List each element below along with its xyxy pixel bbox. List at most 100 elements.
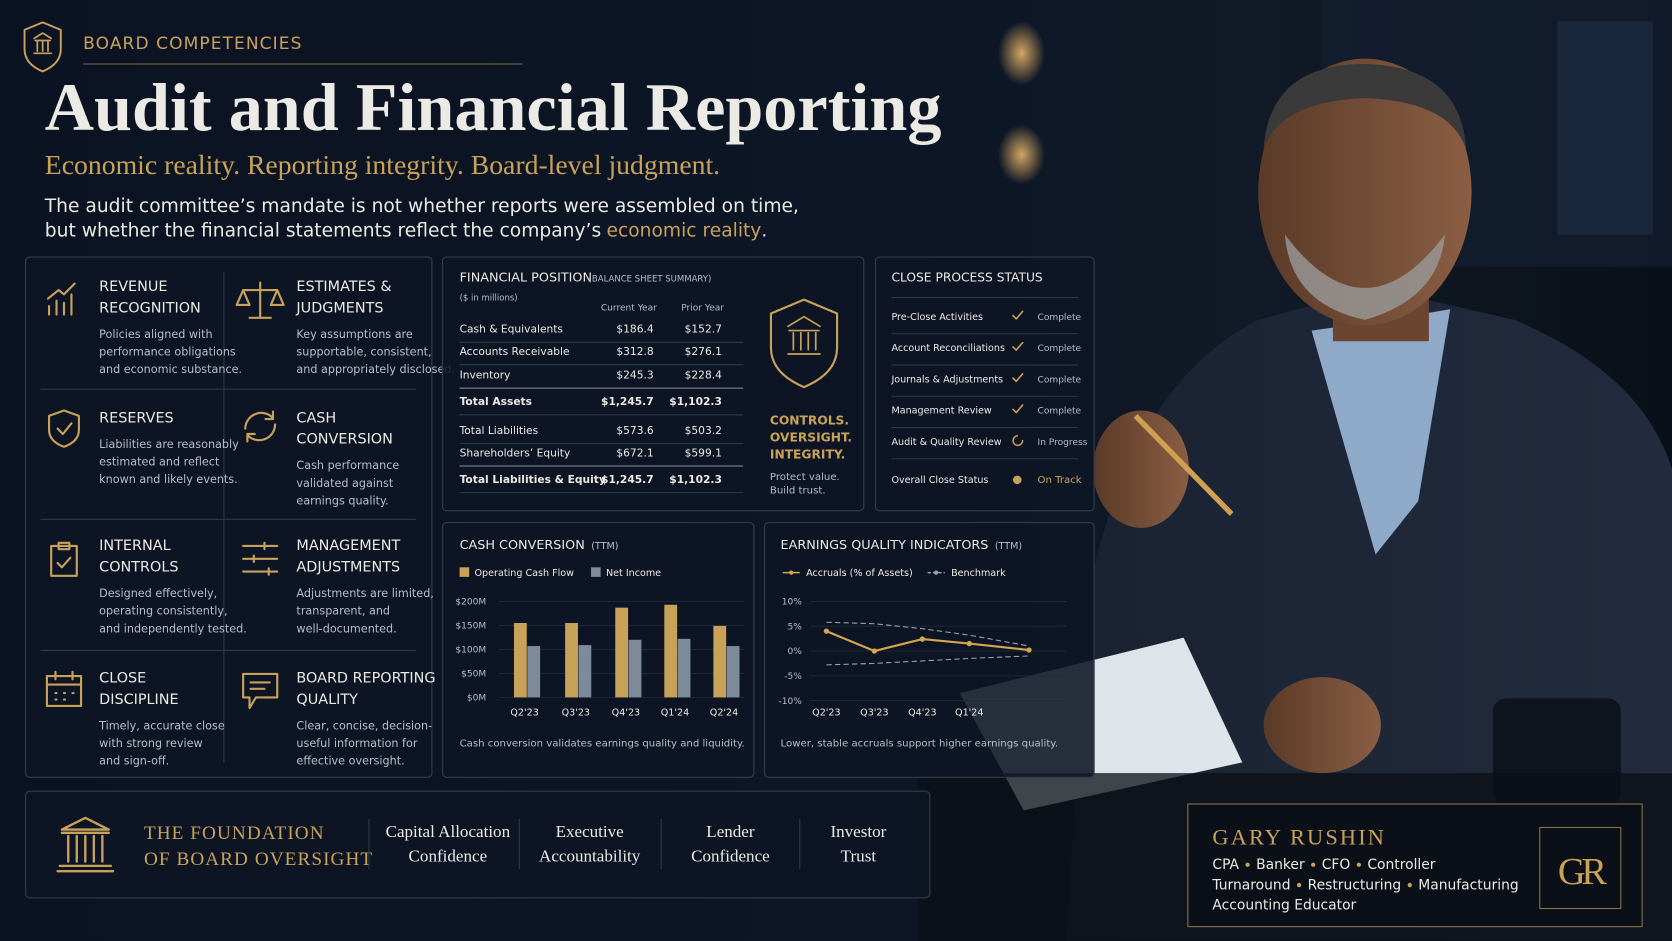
y-tick-label: $100M <box>455 646 486 656</box>
competency-text: estimated and reflect <box>99 455 220 468</box>
competency-text: Adjustments are limited, <box>296 587 433 600</box>
row-value: $186.4 <box>616 323 654 336</box>
foundation-item: Lender <box>706 822 755 841</box>
bullet <box>1356 862 1361 867</box>
progress-icon <box>1012 435 1024 447</box>
subtitle: Economic reality. Reporting integrity. B… <box>45 149 720 180</box>
column-header: Current Year <box>601 303 657 313</box>
intro-text: but whether the financial statements ref… <box>45 221 601 242</box>
y-tick-label: $150M <box>455 622 486 632</box>
financial-position-panel <box>441 256 865 512</box>
monogram-box <box>1539 826 1622 910</box>
bullet <box>1296 882 1302 888</box>
competency-title: INTERNAL <box>99 538 170 554</box>
competency-icon <box>45 670 83 707</box>
intro-line: The audit committee’s mandate is not whe… <box>44 196 799 217</box>
row-label: Total Liabilities <box>459 424 539 437</box>
badge-line: OVERSIGHT. <box>770 430 852 444</box>
competency-text: operating consistently, <box>99 605 227 618</box>
bar <box>628 639 642 698</box>
x-tick-label: Q4'23 <box>908 708 936 719</box>
profile-credential: Manufacturing <box>1418 877 1518 893</box>
status-label: Overall Close Status <box>891 475 988 486</box>
bar <box>527 646 541 698</box>
legend-dot <box>934 570 939 575</box>
profile-credential: CPA <box>1212 857 1239 873</box>
panel-title: CLOSE PROCESS STATUS <box>891 271 1042 285</box>
y-tick-label: $0M <box>467 694 486 704</box>
logo-shield <box>23 21 62 73</box>
legend-label: Operating Cash Flow <box>475 568 575 579</box>
point <box>871 648 878 654</box>
competency-text: transparent, and <box>296 605 390 618</box>
competency-title: RESERVES <box>99 410 174 426</box>
panel-title: FINANCIAL POSITION <box>460 271 592 286</box>
status-label: Account Reconciliations <box>891 343 1004 354</box>
competency-icon <box>244 410 277 443</box>
competency-text: Policies aligned with <box>99 328 212 341</box>
competency-title: CASH <box>296 410 336 426</box>
x-tick-label: Q3'23 <box>860 708 888 719</box>
cash-conversion-panel <box>441 521 755 778</box>
x-tick-label: Q1'24 <box>955 708 983 719</box>
x-tick-label: Q2'23 <box>510 708 538 719</box>
legend-swatch <box>591 567 601 577</box>
competency-title: JUDGMENTS <box>295 300 383 316</box>
point <box>823 628 830 634</box>
competency-text: Timely, accurate close <box>98 719 225 732</box>
row-value: $245.3 <box>616 369 653 382</box>
bar <box>713 625 727 698</box>
foundation-item: Capital Allocation <box>386 822 511 841</box>
row-label: Accounts Receivable <box>460 345 570 358</box>
status-label: Journals & Adjustments <box>890 374 1003 385</box>
bar <box>565 623 578 698</box>
legend-label: Accruals (% of Assets) <box>806 568 913 579</box>
x-tick-label: Q3'23 <box>562 708 590 719</box>
intro-end: . <box>761 221 767 242</box>
bullet <box>1245 862 1250 867</box>
foundation-item: Confidence <box>691 847 770 866</box>
bar <box>615 607 629 698</box>
competency-title: ESTIMATES & <box>296 279 391 295</box>
badge-shield <box>769 298 839 389</box>
intro-highlight: economic reality <box>607 221 762 242</box>
y-tick-label: -10% <box>779 697 803 707</box>
status-value: Complete <box>1038 344 1082 354</box>
competency-text: useful information for <box>296 737 417 750</box>
competency-text: Designed effectively, <box>99 587 217 600</box>
x-tick-label: Q2'24 <box>710 708 738 719</box>
legend-swatch <box>459 567 470 577</box>
row-value: $152.7 <box>685 323 722 336</box>
row-value: $503.2 <box>685 424 722 437</box>
bar <box>677 638 691 698</box>
chart-caption: Lower, stable accruals support higher ea… <box>781 738 1059 749</box>
competency-title: BOARD REPORTING <box>296 670 435 686</box>
monogram: GR <box>1558 851 1607 893</box>
row-label: Total Liabilities & Equity <box>460 473 606 486</box>
profile-credential: CFO <box>1322 857 1351 873</box>
y-tick-label: 10% <box>782 598 803 608</box>
chart-qualifier: (TTM) <box>995 541 1022 552</box>
row-value: $1,245.7 <box>601 473 654 486</box>
chart-title: EARNINGS QUALITY INDICATORS <box>781 538 989 553</box>
y-tick-label: 5% <box>788 622 803 632</box>
competencies-panel <box>24 256 433 778</box>
competency-text: well-documented. <box>296 622 396 635</box>
foundation-item: Trust <box>841 847 877 866</box>
competency-text: supportable, consistent, <box>296 346 431 359</box>
foundation-panel <box>24 790 931 899</box>
eyebrow: BOARD COMPETENCIES <box>83 34 302 54</box>
status-label: Management Review <box>891 406 991 417</box>
column-header: Prior Year <box>681 303 724 313</box>
row-value: $573.6 <box>616 424 654 437</box>
foundation-item: Confidence <box>409 847 488 866</box>
competency-icon <box>242 541 279 576</box>
profile-credential: Restructuring <box>1308 877 1402 893</box>
row-value: $672.1 <box>616 446 653 459</box>
competency-text: and independently tested. <box>99 622 247 635</box>
competency-text: performance obligations <box>99 346 236 359</box>
bullet <box>1407 882 1412 888</box>
competency-icon <box>50 541 78 577</box>
competency-title: REVENUE <box>99 279 167 295</box>
